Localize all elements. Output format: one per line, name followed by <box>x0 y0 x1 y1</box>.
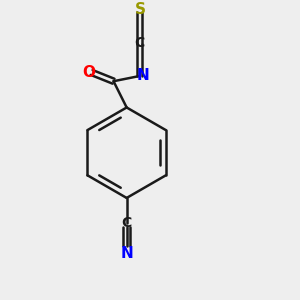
Text: C: C <box>135 36 145 50</box>
Text: C: C <box>122 216 132 230</box>
Text: N: N <box>120 246 133 261</box>
Text: O: O <box>82 65 95 80</box>
Text: S: S <box>135 2 146 17</box>
Text: N: N <box>137 68 150 83</box>
